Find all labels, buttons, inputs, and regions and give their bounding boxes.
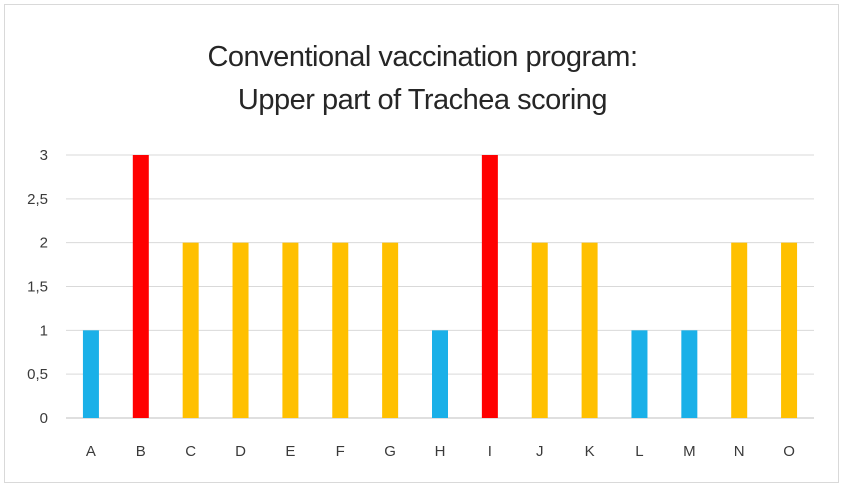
bar-c xyxy=(182,242,199,418)
bar-e xyxy=(282,242,299,418)
bar-n xyxy=(731,242,748,418)
x-tick-label: M xyxy=(683,443,696,460)
y-tick-label: 1,5 xyxy=(27,279,48,296)
y-tick-label: 2 xyxy=(40,235,48,252)
bar-a xyxy=(82,330,99,418)
x-tick-label: L xyxy=(635,443,643,460)
x-axis-ticks: A B C D E F G H I J K L M N O xyxy=(86,443,795,460)
x-tick-label: A xyxy=(86,443,96,460)
x-tick-label: N xyxy=(734,443,745,460)
x-tick-label: K xyxy=(585,443,595,460)
chart-title-line-2: Upper part of Trachea scoring xyxy=(237,84,608,116)
x-tick-label: J xyxy=(536,443,544,460)
bars xyxy=(82,155,798,418)
bar-i xyxy=(481,155,498,418)
y-tick-label: 1 xyxy=(40,322,48,339)
x-tick-label: I xyxy=(488,443,492,460)
bar-h xyxy=(432,330,448,418)
x-tick-label: F xyxy=(336,443,345,460)
x-tick-label: B xyxy=(136,443,146,460)
chart-title-line-1: Conventional vaccination program: xyxy=(207,41,638,73)
bar-k xyxy=(581,242,598,418)
bar-m xyxy=(681,330,698,418)
y-tick-label: 0 xyxy=(40,410,48,427)
x-tick-label: G xyxy=(384,443,396,460)
y-tick-label: 0,5 xyxy=(27,366,48,383)
x-tick-label: C xyxy=(185,443,196,460)
y-tick-label: 2,5 xyxy=(27,191,48,208)
bar-j xyxy=(531,242,548,418)
bar-f xyxy=(332,242,349,418)
bar-o xyxy=(781,242,798,418)
bar-d xyxy=(232,242,249,418)
bar-b xyxy=(132,155,149,418)
y-tick-label: 3 xyxy=(40,147,48,164)
x-tick-label: O xyxy=(783,443,795,460)
x-tick-label: E xyxy=(285,443,295,460)
bar-g xyxy=(382,242,399,418)
y-axis-ticks: 0 0,5 1 1,5 2 2,5 3 xyxy=(27,147,48,427)
x-tick-label: H xyxy=(435,443,446,460)
bar-l xyxy=(631,330,648,418)
x-tick-label: D xyxy=(235,443,246,460)
chart-title: Conventional vaccination program: Upper … xyxy=(0,36,845,122)
